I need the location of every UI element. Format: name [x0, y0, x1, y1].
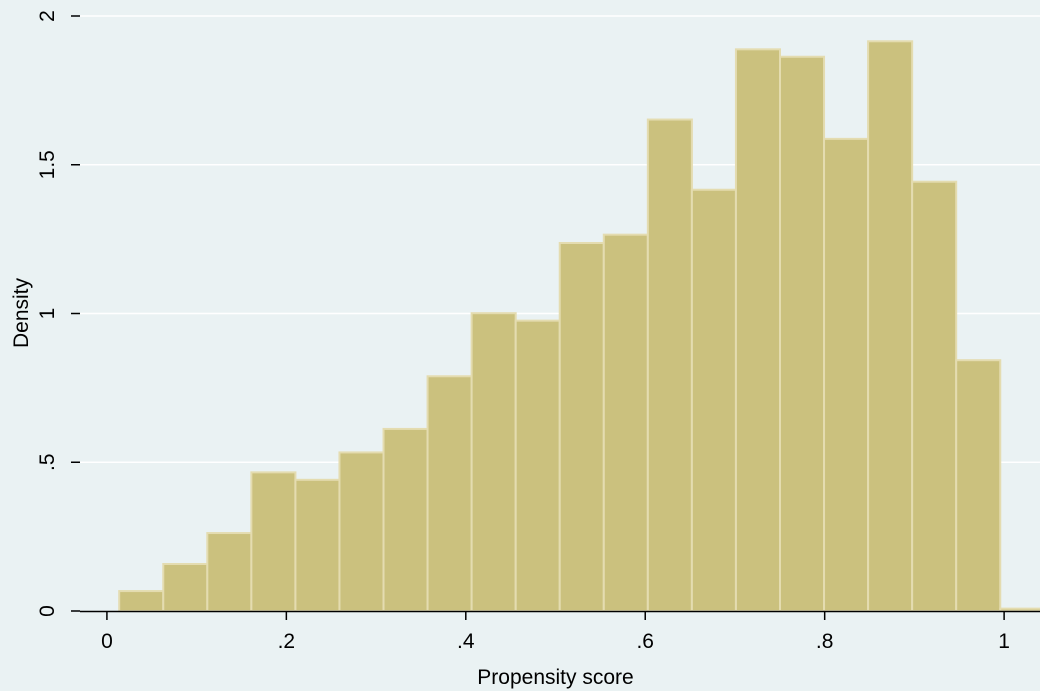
histogram-bars — [118, 40, 1040, 613]
histogram-bar — [118, 590, 165, 613]
histogram-bar — [690, 188, 737, 613]
histogram-bar — [999, 607, 1040, 612]
histogram-bar — [558, 241, 605, 612]
histogram-bar — [338, 451, 385, 612]
x-axis-ticks: 0 .2 .4 .6 .8 1 — [101, 611, 1010, 653]
histogram-bar — [955, 359, 1002, 612]
histogram-bar — [911, 180, 958, 613]
x-tick-label: .2 — [278, 630, 296, 653]
histogram-bar — [470, 312, 517, 612]
histogram-bar — [778, 55, 826, 612]
histogram-bar — [867, 40, 914, 613]
x-tick-label: 1 — [998, 630, 1010, 653]
x-tick-label: .8 — [816, 630, 834, 653]
histogram-bar — [294, 478, 341, 612]
x-tick-label: .6 — [636, 630, 654, 653]
histogram-bar — [646, 118, 693, 612]
y-axis-label: Density — [10, 277, 33, 348]
histogram-bar — [382, 427, 429, 612]
y-tick-label: 1.5 — [36, 150, 59, 179]
x-tick-label: 0 — [101, 630, 113, 653]
histogram-bar — [514, 319, 561, 612]
histogram-bar — [602, 233, 649, 612]
y-tick-label: .5 — [36, 453, 59, 471]
histogram-bar — [162, 562, 209, 612]
histogram-bar — [426, 375, 473, 612]
histogram-bar — [734, 48, 781, 612]
x-axis-label: Propensity score — [477, 666, 633, 689]
y-tick-label: 0 — [36, 605, 59, 617]
y-tick-label: 1 — [36, 308, 59, 320]
y-axis-ticks: 0 .5 1 1.5 2 — [36, 10, 80, 617]
histogram-bar — [206, 532, 253, 612]
x-tick-label: .4 — [457, 630, 475, 653]
y-tick-label: 2 — [36, 10, 59, 22]
histogram-bar — [823, 137, 870, 612]
histogram-bar — [250, 471, 297, 612]
